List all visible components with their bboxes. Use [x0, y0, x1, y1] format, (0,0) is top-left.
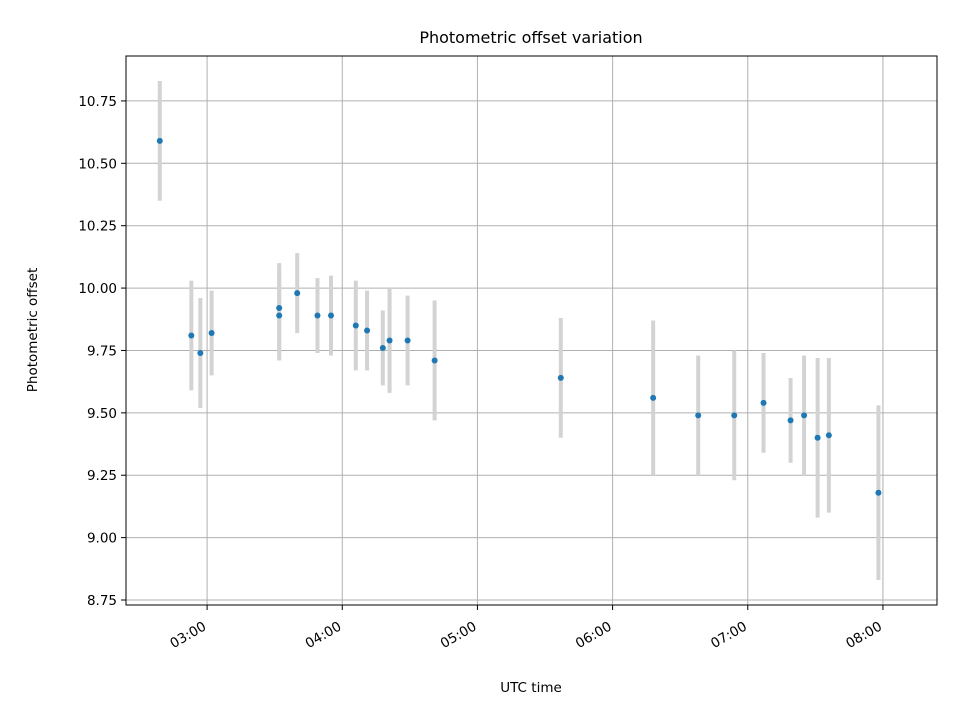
- y-tick-label: 9.75: [87, 343, 117, 359]
- data-point: [276, 312, 283, 319]
- data-point: [431, 357, 438, 364]
- chart-title: Photometric offset variation: [419, 28, 642, 47]
- data-point: [188, 332, 195, 339]
- data-point: [825, 432, 832, 439]
- data-point: [328, 312, 335, 319]
- y-tick-label: 9.50: [87, 406, 117, 422]
- data-point: [386, 337, 393, 344]
- data-points: [156, 137, 882, 496]
- data-point: [787, 417, 794, 424]
- y-tick-label: 10.25: [78, 219, 117, 235]
- data-point: [314, 312, 321, 319]
- data-point: [294, 290, 301, 297]
- data-point: [156, 137, 163, 144]
- grid: [126, 56, 937, 605]
- y-tick-label: 8.75: [87, 593, 117, 609]
- y-axis: 8.75 9.00 9.25 9.50 9.75 10.00 10.25 10.50 10.75: [78, 94, 126, 609]
- y-tick-label: 10.00: [78, 281, 117, 297]
- x-axis-label: UTC time: [500, 680, 562, 696]
- data-point: [814, 434, 821, 441]
- y-tick-label: 9.25: [87, 468, 117, 484]
- y-tick-label: 10.75: [78, 94, 117, 110]
- data-point: [404, 337, 411, 344]
- y-tick-label: 10.50: [78, 156, 117, 172]
- data-point: [695, 412, 702, 419]
- data-point: [208, 329, 215, 336]
- data-point: [276, 305, 283, 312]
- plot-frame: [125, 55, 938, 606]
- data-point: [364, 327, 371, 334]
- y-axis-label: Photometric offset: [25, 268, 41, 392]
- data-point: [801, 412, 808, 419]
- data-point: [379, 344, 386, 351]
- data-point: [197, 349, 204, 356]
- data-point: [352, 322, 359, 329]
- y-tick-label: 9.00: [87, 531, 117, 547]
- data-point: [557, 374, 564, 381]
- data-point: [760, 399, 767, 406]
- data-point: [731, 412, 738, 419]
- data-point: [875, 489, 882, 496]
- data-point: [650, 394, 657, 401]
